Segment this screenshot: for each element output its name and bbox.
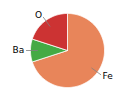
svg-text:O: O [35,10,42,20]
svg-text:Ba: Ba [12,45,24,55]
svg-text:Fe: Fe [103,71,114,81]
